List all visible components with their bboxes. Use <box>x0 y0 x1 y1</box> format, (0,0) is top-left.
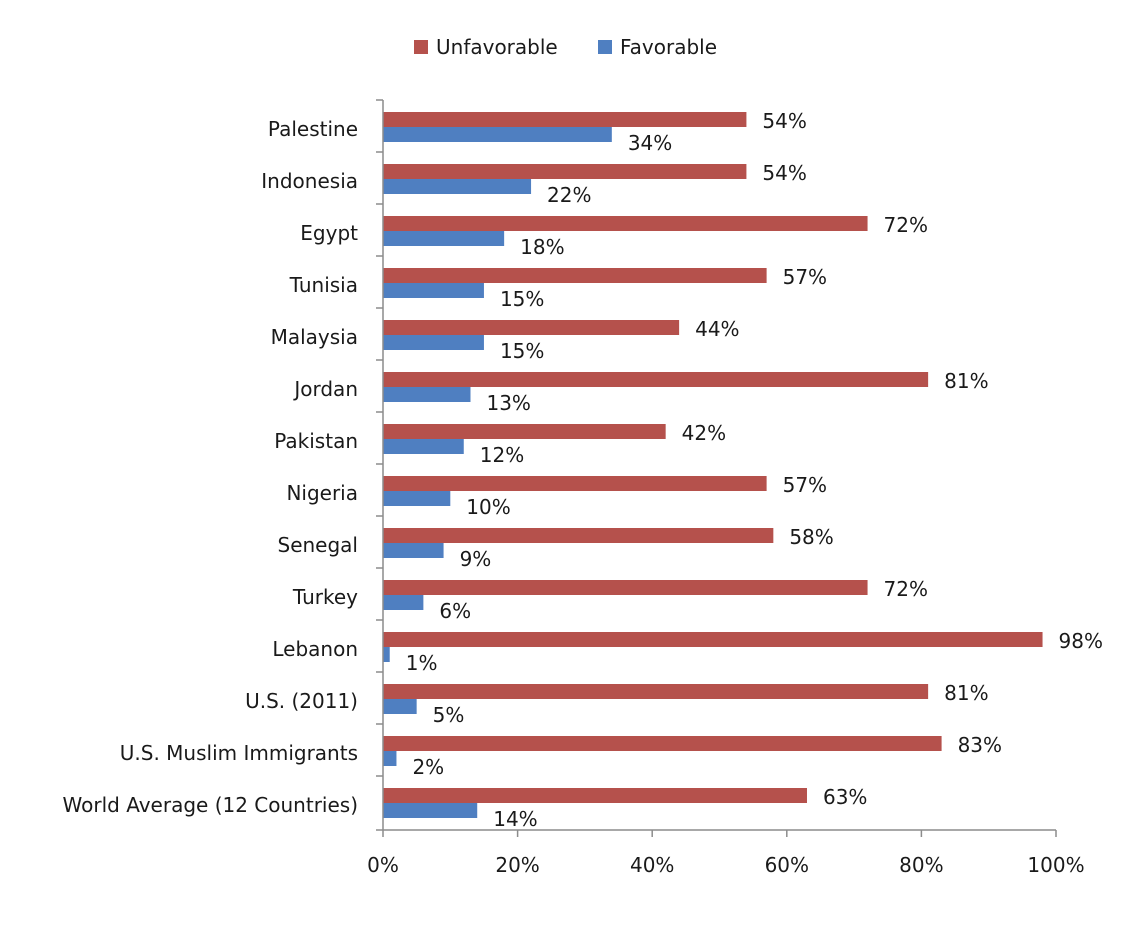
bar-favorable-senegal <box>383 543 444 558</box>
data-label-favorable-nigeria: 10% <box>466 495 510 519</box>
bar-unfavorable-egypt <box>383 216 868 231</box>
bar-unfavorable-indonesia <box>383 164 747 179</box>
data-label-favorable-jordan: 13% <box>486 391 530 415</box>
bar-unfavorable-pakistan <box>383 424 666 439</box>
legend-swatch-favorable <box>598 40 612 54</box>
category-label-nigeria: Nigeria <box>286 481 358 505</box>
x-tick-label-20: 20% <box>495 853 539 877</box>
data-label-unfavorable-senegal: 58% <box>789 525 833 549</box>
category-label-jordan: Jordan <box>292 377 358 401</box>
data-label-unfavorable-nigeria: 57% <box>783 473 827 497</box>
plot-area: 54% 34% 54% 22% 72% 18% 57% 15% 44% 15% 81% 13% 42% 1… <box>383 109 1103 831</box>
category-label-indonesia: Indonesia <box>261 169 358 193</box>
data-label-unfavorable-lebanon: 98% <box>1059 629 1103 653</box>
legend-label-favorable: Favorable <box>620 35 717 59</box>
data-label-unfavorable-egypt: 72% <box>884 213 928 237</box>
data-label-favorable-lebanon: 1% <box>406 651 438 675</box>
bar-unfavorable-u-s-muslim-immigrants <box>383 736 942 751</box>
bar-unfavorable-u-s-2011 <box>383 684 929 699</box>
data-label-favorable-senegal: 9% <box>460 547 492 571</box>
data-label-favorable-u-s-2011: 5% <box>433 703 465 727</box>
bar-unfavorable-world-average-12-countries <box>383 788 807 803</box>
category-label-u-s-muslim-immigrants: U.S. Muslim Immigrants <box>120 741 358 765</box>
bar-favorable-indonesia <box>383 179 532 194</box>
x-tick-label-80: 80% <box>899 853 943 877</box>
bar-favorable-u-s-muslim-immigrants <box>383 751 397 766</box>
data-label-unfavorable-u-s-muslim-immigrants: 83% <box>958 733 1002 757</box>
category-label-turkey: Turkey <box>292 585 358 609</box>
bar-favorable-palestine <box>383 127 612 142</box>
bar-unfavorable-palestine <box>383 112 747 127</box>
data-label-favorable-tunisia: 15% <box>500 287 544 311</box>
x-tick-label-60: 60% <box>765 853 809 877</box>
data-label-unfavorable-palestine: 54% <box>762 109 806 133</box>
data-label-favorable-palestine: 34% <box>628 131 672 155</box>
x-tick-label-40: 40% <box>630 853 674 877</box>
bar-favorable-jordan <box>383 387 471 402</box>
bar-unfavorable-tunisia <box>383 268 767 283</box>
bar-favorable-turkey <box>383 595 424 610</box>
bar-favorable-world-average-12-countries <box>383 803 478 818</box>
data-label-favorable-u-s-muslim-immigrants: 2% <box>412 755 444 779</box>
category-label-egypt: Egypt <box>300 221 358 245</box>
axes: Palestine Indonesia Egypt Tunisia Malaysia Jo… <box>63 99 1085 877</box>
legend-swatch-unfavorable <box>414 40 428 54</box>
category-label-u-s-2011: U.S. (2011) <box>245 689 358 713</box>
data-label-unfavorable-tunisia: 57% <box>783 265 827 289</box>
bar-unfavorable-lebanon <box>383 632 1043 647</box>
bar-unfavorable-nigeria <box>383 476 767 491</box>
bar-favorable-egypt <box>383 231 505 246</box>
data-label-unfavorable-jordan: 81% <box>944 369 988 393</box>
data-label-favorable-turkey: 6% <box>439 599 471 623</box>
data-label-unfavorable-turkey: 72% <box>884 577 928 601</box>
bar-unfavorable-jordan <box>383 372 929 387</box>
data-label-favorable-egypt: 18% <box>520 235 564 259</box>
bar-unfavorable-malaysia <box>383 320 680 335</box>
bar-favorable-malaysia <box>383 335 484 350</box>
bar-favorable-tunisia <box>383 283 484 298</box>
data-label-favorable-world-average-12-countries: 14% <box>493 807 537 831</box>
x-tick-label-0: 0% <box>367 853 399 877</box>
data-label-favorable-pakistan: 12% <box>480 443 524 467</box>
bar-favorable-nigeria <box>383 491 451 506</box>
bar-favorable-pakistan <box>383 439 464 454</box>
data-label-unfavorable-malaysia: 44% <box>695 317 739 341</box>
bar-unfavorable-senegal <box>383 528 774 543</box>
bar-favorable-u-s-2011 <box>383 699 417 714</box>
category-label-senegal: Senegal <box>278 533 359 557</box>
category-label-palestine: Palestine <box>268 117 358 141</box>
data-label-unfavorable-u-s-2011: 81% <box>944 681 988 705</box>
data-label-unfavorable-indonesia: 54% <box>762 161 806 185</box>
category-label-malaysia: Malaysia <box>271 325 358 349</box>
data-label-favorable-malaysia: 15% <box>500 339 544 363</box>
data-label-unfavorable-pakistan: 42% <box>682 421 726 445</box>
category-label-world-average-12-countries: World Average (12 Countries) <box>63 793 358 817</box>
legend: Unfavorable Favorable <box>414 35 717 59</box>
category-label-lebanon: Lebanon <box>272 637 358 661</box>
category-label-pakistan: Pakistan <box>274 429 358 453</box>
data-label-favorable-indonesia: 22% <box>547 183 591 207</box>
category-label-tunisia: Tunisia <box>289 273 358 297</box>
bar-favorable-lebanon <box>383 647 390 662</box>
x-tick-label-100: 100% <box>1027 853 1084 877</box>
data-label-unfavorable-world-average-12-countries: 63% <box>823 785 867 809</box>
legend-label-unfavorable: Unfavorable <box>436 35 558 59</box>
bar-unfavorable-turkey <box>383 580 868 595</box>
